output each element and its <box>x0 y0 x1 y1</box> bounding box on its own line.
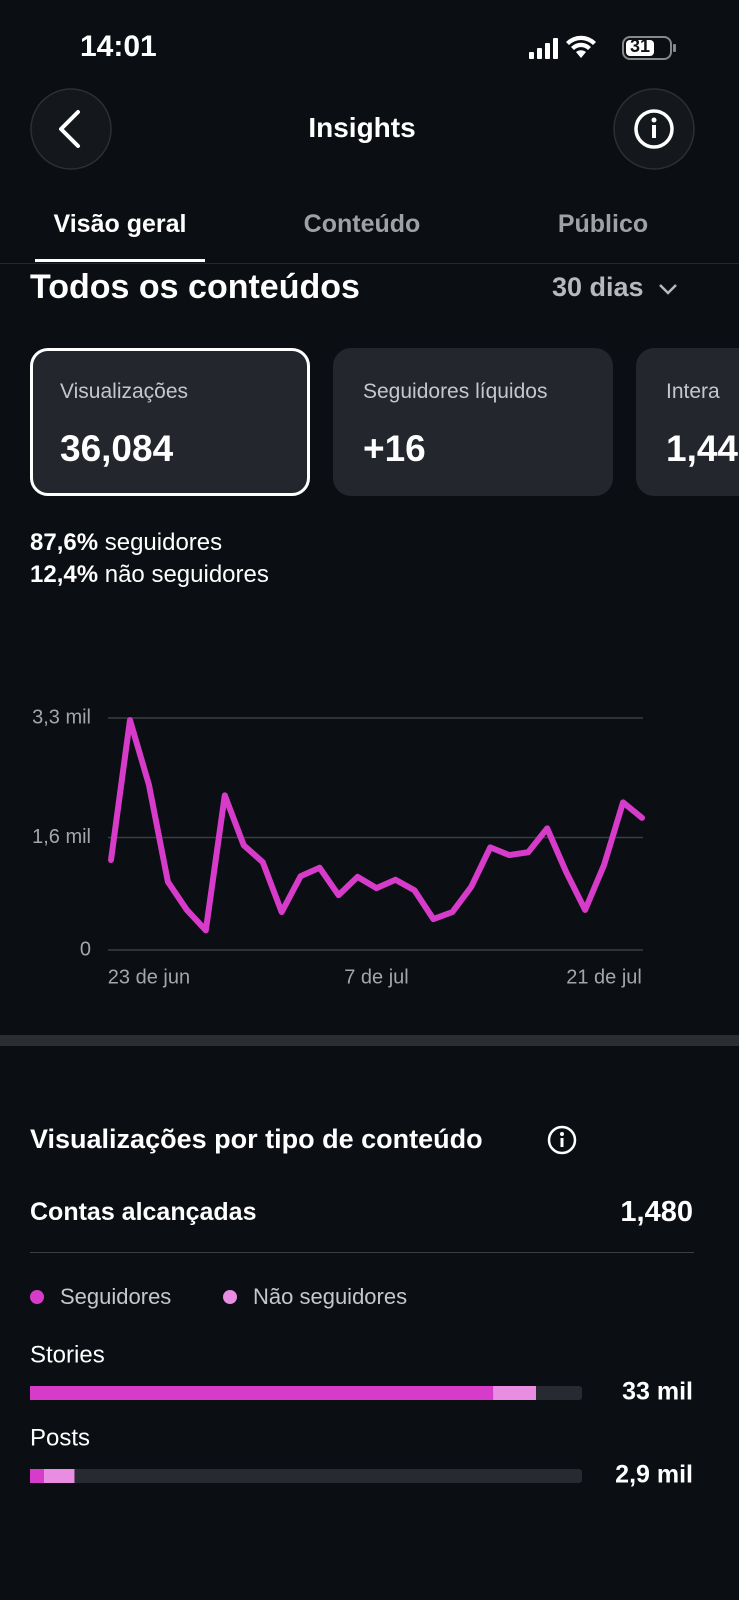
legend-dot <box>30 1290 44 1304</box>
metric-value: 36,084 <box>60 428 174 469</box>
metric-card[interactable]: Seguidores líquidos +16 <box>333 348 613 496</box>
y-tick-label: 0 <box>80 938 91 960</box>
tab-active[interactable]: Visão geral <box>53 210 187 238</box>
bar-track <box>30 1469 582 1483</box>
metric-label: Visualizações <box>60 380 189 403</box>
x-tick-label: 7 de jul <box>344 966 409 988</box>
page-title: Insights <box>308 112 416 143</box>
metric-value: 1,44 <box>666 428 739 469</box>
status-icons <box>529 35 676 60</box>
breakdown-value: 87,6% <box>30 529 99 556</box>
battery-level: 31 <box>630 36 651 56</box>
info-button[interactable] <box>613 88 695 170</box>
breakdown-label: seguidores <box>104 529 223 556</box>
bar-segment <box>30 1469 44 1483</box>
tab-indicator <box>35 259 205 262</box>
metric-label: Intera <box>666 380 720 403</box>
y-tick-label: 1,6 mil <box>32 826 91 848</box>
status-time: 14:01 <box>80 30 157 63</box>
period-label[interactable]: 30 dias <box>552 272 644 302</box>
cards-row: Visualizações 36,084 Seguidores líquidos… <box>0 0 739 520</box>
tab[interactable]: Público <box>557 210 649 238</box>
legend-label: Seguidores <box>60 1284 171 1309</box>
x-tick-label: 21 de jul <box>566 966 642 988</box>
legend-label: Não seguidores <box>253 1284 407 1309</box>
breakdown-value: 12,4% <box>30 561 99 588</box>
metric-label: Seguidores líquidos <box>363 380 548 403</box>
breakdown-row: 87,6% seguidores <box>30 529 222 557</box>
x-tick-label: 23 de jun <box>108 966 190 988</box>
chevron-down <box>659 284 677 295</box>
tab[interactable]: Conteúdo <box>303 210 421 238</box>
back-button[interactable] <box>30 88 112 170</box>
total-label: 2,9 mil <box>615 1461 693 1489</box>
total-label: 33 mil <box>622 1378 693 1406</box>
divider <box>30 1252 694 1253</box>
bar-segment <box>30 1386 494 1400</box>
metric-card[interactable]: Intera 1,44 <box>636 348 739 496</box>
period-selector[interactable]: 30 dias <box>552 272 679 303</box>
info-icon[interactable] <box>546 1124 578 1156</box>
breakdown-label: não seguidores <box>104 561 269 588</box>
bar-segment <box>493 1386 536 1400</box>
breakdown-row: 12,4% não seguidores <box>30 561 269 589</box>
category-label: Posts <box>30 1424 90 1451</box>
metric-card[interactable]: Visualizações 36,084 <box>30 348 310 496</box>
reach-label: Contas alcançadas <box>30 1198 257 1226</box>
section-separator <box>0 1035 739 1046</box>
reach-value: 1,480 <box>620 1196 693 1228</box>
section-title: Visualizações por tipo de conteúdo <box>30 1124 483 1154</box>
section-title: Todos os conteúdos <box>30 268 360 306</box>
data-line <box>108 717 645 934</box>
metric-value: +16 <box>363 428 426 469</box>
y-tick-label: 3,3 mil <box>32 706 91 728</box>
legend-dot <box>223 1290 237 1304</box>
category-label: Stories <box>30 1341 105 1368</box>
divider <box>0 263 739 264</box>
bar-segment <box>43 1469 75 1483</box>
